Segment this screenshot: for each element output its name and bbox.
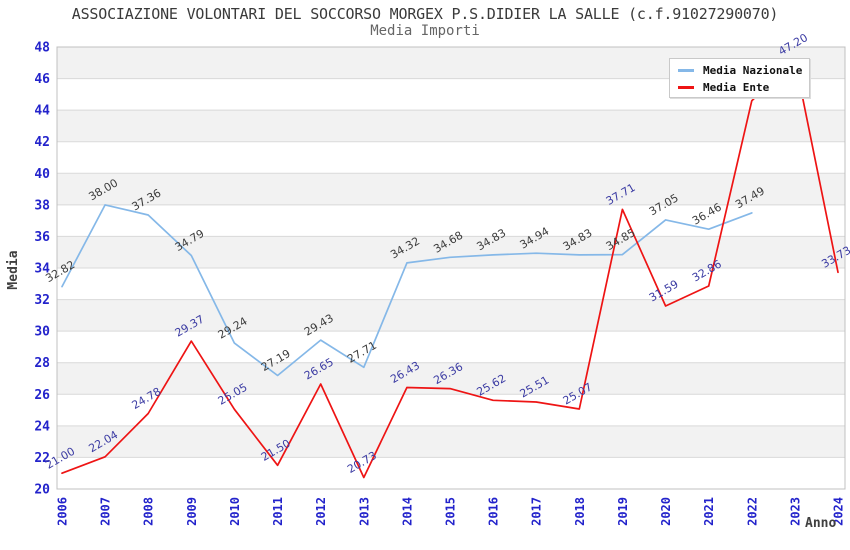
x-tick-label: 2010 [228, 497, 242, 526]
y-tick-label: 34 [34, 262, 50, 277]
y-tick-label: 44 [34, 104, 50, 119]
y-tick-label: 24 [34, 419, 50, 434]
legend-label-ente: Media Ente [703, 81, 770, 94]
y-tick-label: 48 [34, 41, 50, 56]
x-tick-label: 2014 [400, 497, 414, 526]
x-tick-label: 2022 [745, 497, 759, 526]
x-tick-label: 2020 [659, 497, 673, 526]
legend-marker-ente-icon [678, 86, 694, 89]
x-tick-label: 2024 [832, 497, 846, 526]
legend-label-nazionale: Media Nazionale [703, 64, 803, 77]
grid-band [57, 299, 845, 332]
y-tick-label: 42 [34, 135, 50, 150]
x-tick-label: 2006 [56, 497, 70, 526]
grid-band [57, 425, 845, 458]
chart-title: ASSOCIAZIONE VOLONTARI DEL SOCCORSO MORG… [71, 5, 779, 23]
x-tick-label: 2013 [357, 497, 371, 526]
x-tick-label: 2009 [185, 497, 199, 526]
plot-frame [56, 46, 846, 490]
x-tick-label: 2011 [271, 497, 285, 526]
x-tick-label: 2016 [487, 497, 501, 526]
x-tick-label: 2021 [702, 497, 716, 526]
legend-item-media-nazionale: Media Nazionale [678, 62, 809, 79]
y-tick-label: 32 [34, 293, 50, 308]
x-tick-label: 2018 [573, 497, 587, 526]
grid-band [57, 173, 845, 205]
x-tick-label: 2012 [314, 497, 328, 526]
legend-marker-nazionale-icon [678, 69, 694, 72]
x-axis-title: Anno [805, 516, 836, 531]
y-tick-label: 46 [34, 72, 50, 87]
y-tick-label: 38 [34, 198, 50, 213]
legend-item-media-ente: Media Ente [678, 79, 809, 96]
x-tick-label: 2015 [444, 497, 458, 526]
y-tick-label: 26 [34, 388, 50, 403]
y-tick-label: 22 [34, 451, 50, 466]
x-tick-label: 2019 [616, 497, 630, 526]
x-tick-label: 2017 [530, 497, 544, 526]
legend: Media Nazionale Media Ente [669, 58, 810, 98]
x-tick-label: 2023 [788, 497, 802, 526]
y-tick-label: 36 [34, 230, 50, 245]
y-tick-label: 20 [34, 483, 50, 498]
series-line-1 [61, 58, 839, 479]
x-tick-label: 2008 [142, 497, 156, 526]
data-label-0: 27.71 [345, 339, 379, 366]
x-tick-label: 2007 [99, 497, 113, 526]
y-tick-label: 40 [34, 167, 50, 182]
y-tick-label: 30 [34, 325, 50, 340]
chart-subtitle: Media Importi [370, 23, 480, 39]
y-axis-title: Media [6, 250, 21, 289]
series-line-0 [61, 204, 753, 377]
grid-band [57, 110, 845, 142]
y-tick-label: 28 [34, 356, 50, 371]
